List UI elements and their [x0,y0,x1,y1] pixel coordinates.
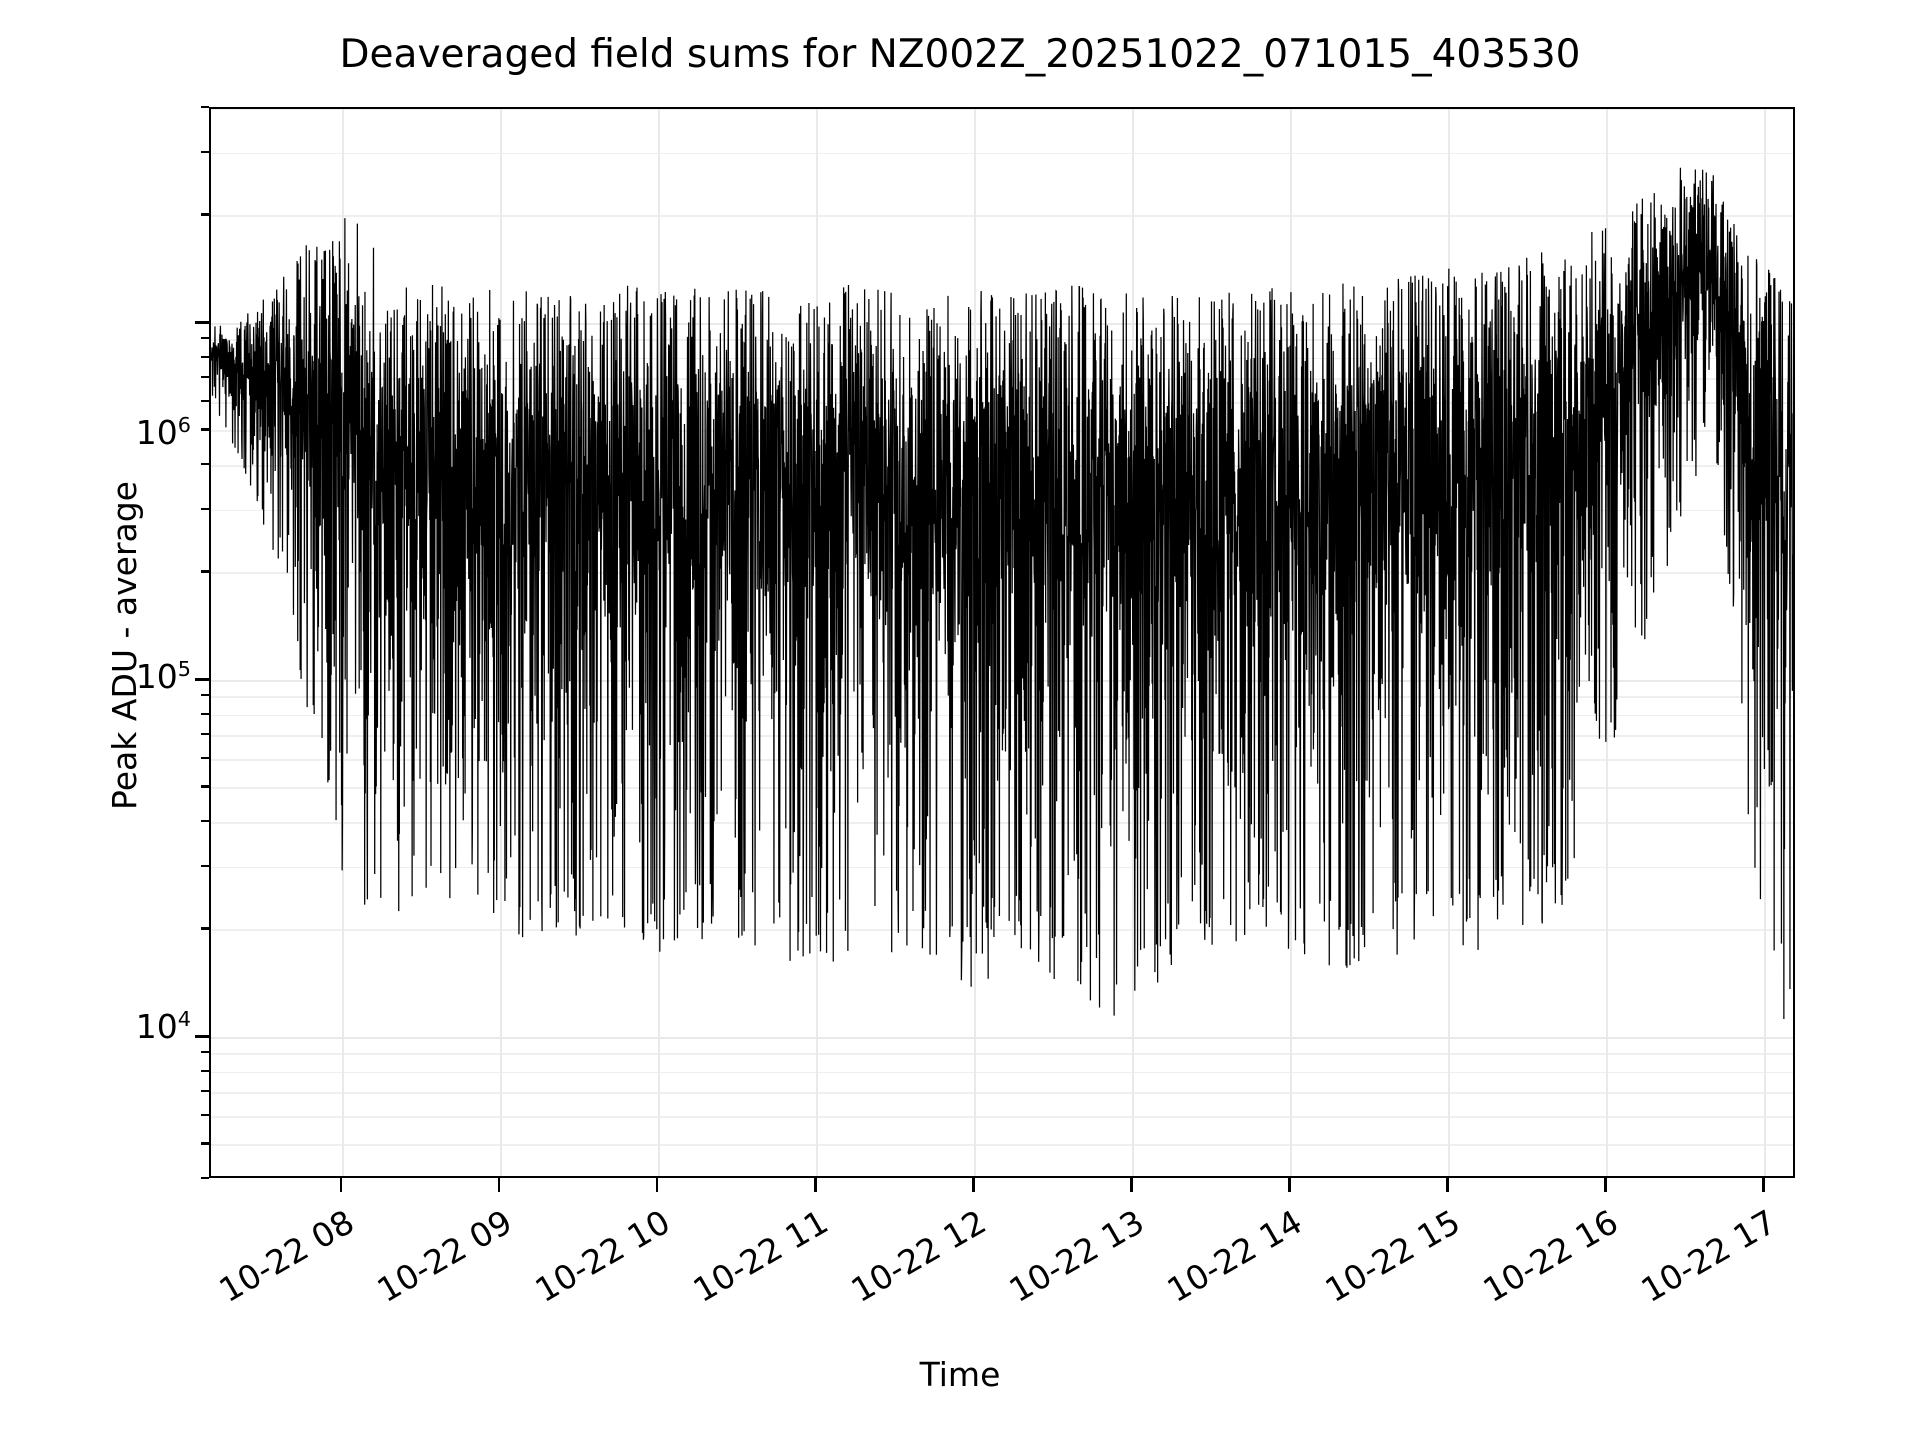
x-tick-label: 10-22 12 [844,1202,993,1310]
y-tick-minor [201,1090,209,1093]
gridline-minor-horizontal [211,215,1793,218]
gridline-minor-horizontal [211,822,1793,824]
gridline-minor-horizontal [211,1116,1793,1118]
gridline-vertical [1606,109,1609,1176]
signal-trace [211,109,1793,1176]
y-tick-label-1e6: 106 [135,413,191,452]
gridline-minor-horizontal [211,152,1793,155]
y-tick-minor [201,507,209,510]
x-tick-label: 10-22 15 [1318,1202,1467,1310]
x-tick-label: 10-22 08 [212,1202,361,1310]
y-tick-minor [201,463,209,466]
gridline-minor-horizontal [211,866,1793,869]
y-tick-minor [201,864,209,867]
y-tick-minor [201,400,209,403]
x-tick-mark [813,1178,817,1192]
y-tick-minor [201,927,209,930]
y-tick-minor [201,1177,209,1180]
y-tick-minor [201,570,209,573]
y-tick-label-1e4: 104 [135,1007,191,1046]
y-tick-minor [201,1142,209,1145]
gridline-minor-horizontal [211,759,1793,761]
y-tick-minor [201,106,209,109]
y-tick-minor [201,785,209,788]
data-series-layer [211,109,1793,1176]
y-tick-major [195,1034,209,1038]
x-tick-mark [1130,1178,1133,1192]
x-tick-mark [1762,1178,1765,1192]
y-tick-minor [201,213,209,216]
gridline-minor-horizontal [211,1092,1793,1094]
x-tick-label: 10-22 13 [1002,1202,1151,1310]
y-tick-minor [201,1114,209,1117]
y-tick-minor [201,733,209,736]
x-tick-label: 10-22 10 [528,1202,677,1310]
y-axis-tick-labels: 106 105 104 [55,107,191,1178]
y-tick-minor [201,150,209,153]
y-tick-minor [201,1069,209,1072]
y-axis-title: Peak ADU - average [105,481,144,810]
y-tick-minor [201,355,209,358]
gridline-minor-horizontal [211,109,1793,110]
trace-path [211,168,1793,1019]
y-tick-minor [201,694,209,697]
gridline-minor-horizontal [211,339,1793,341]
gridline-minor-horizontal [211,929,1793,932]
y-tick-minor [201,1051,209,1054]
y-tick-major [195,320,209,324]
x-tick-label: 10-22 14 [1160,1202,1309,1310]
y-tick-minor [201,820,209,823]
y-tick-minor [201,376,209,379]
gridline-minor-horizontal [211,787,1793,789]
y-tick-major [195,677,209,681]
x-axis-title: Time [919,1355,1001,1394]
gridline-minor-horizontal [211,378,1793,380]
plot-area [209,107,1795,1178]
y-tick-label-1e5: 105 [135,657,191,696]
gridline-vertical [1290,109,1293,1176]
gridline-vertical [657,109,660,1176]
gridline-vertical [1764,109,1767,1176]
x-tick-mark [497,1178,501,1192]
gridline-minor-horizontal [211,1071,1793,1074]
gridline-major-horizontal [211,322,1793,325]
y-tick-minor [201,428,209,431]
y-tick-minor [201,757,209,760]
x-tick-label: 10-22 11 [686,1202,835,1310]
x-tick-label: 10-22 09 [370,1202,519,1310]
x-tick-mark [339,1178,343,1192]
x-tick-mark [972,1178,975,1192]
x-tick-mark [1446,1178,1449,1192]
x-tick-mark [1604,1178,1607,1192]
chart-title: Deaveraged field sums for NZ002Z_2025102… [339,32,1581,77]
y-tick-minor [201,712,209,715]
x-tick-mark [655,1178,659,1192]
x-tick-label: 10-22 16 [1476,1202,1625,1310]
gridline-minor-horizontal [211,1053,1793,1055]
x-tick-label: 10-22 17 [1634,1202,1783,1310]
gridline-major-horizontal [211,1036,1793,1039]
x-tick-mark [1288,1178,1291,1192]
y-tick-minor [201,337,209,340]
gridline-minor-horizontal [211,357,1793,360]
gridline-minor-horizontal [211,1144,1793,1146]
